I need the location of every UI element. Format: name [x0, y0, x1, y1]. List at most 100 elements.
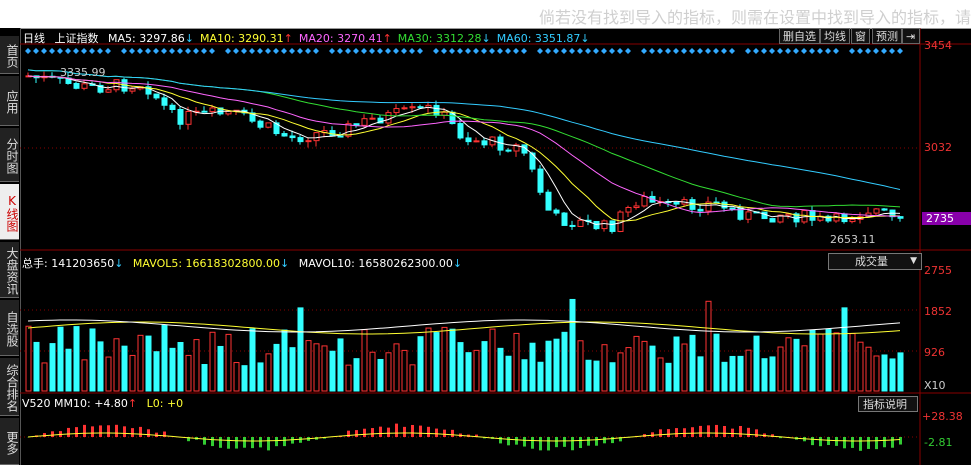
volume-bar [41, 362, 48, 392]
ma-line-0 [27, 75, 901, 226]
indicator-help-button[interactable]: 指标说明 [858, 396, 918, 412]
candle [161, 97, 168, 106]
signal-marker [169, 48, 175, 54]
exit-icon[interactable]: ⇥ [902, 28, 920, 44]
candle [745, 211, 752, 220]
candle [593, 221, 600, 230]
volume-bar [577, 340, 584, 392]
indicator-ma-line [27, 432, 901, 442]
sidebar-item-3[interactable]: K线图 [0, 184, 19, 240]
volume-bar [817, 333, 824, 392]
volume-bar [225, 333, 232, 392]
signal-marker [641, 48, 647, 54]
signal-marker [185, 48, 191, 54]
ma-label-1: MA10: 3290.31 [199, 32, 284, 45]
chevron-down-icon: ▼ [910, 256, 917, 266]
sidebar-item-4[interactable]: 大盘资讯 [0, 242, 19, 298]
ma-direction-3: ↓ [481, 32, 491, 45]
signal-marker [865, 48, 871, 54]
kline-chart[interactable] [20, 28, 971, 465]
indicator-bar [259, 437, 262, 448]
signal-marker [673, 48, 679, 54]
sidebar-item-0[interactable]: 首页 [0, 36, 19, 74]
volume-bar [353, 358, 360, 392]
indicator-bar [267, 437, 270, 451]
candle [625, 207, 632, 213]
signal-marker [281, 48, 287, 54]
kline-button-1[interactable]: 均线 [820, 28, 850, 44]
indicator-bar [539, 437, 542, 451]
candle [113, 79, 120, 91]
indicator-bar [571, 437, 574, 451]
mavol10-label: MAVOL10: 16580262300.00 [298, 257, 453, 270]
signal-marker [401, 48, 407, 54]
indicator-bar [523, 437, 526, 447]
sidebar-item-6[interactable]: 综合排名 [0, 358, 19, 416]
volume-bar [25, 325, 32, 392]
indicator-bar [683, 428, 686, 437]
kline-button-0[interactable]: 删自选 [779, 28, 820, 44]
banner-text: 倘若没有找到导入的指标，则需在设置中找到导入的指标，请 [538, 8, 971, 27]
volume-bar [609, 362, 616, 392]
sidebar-item-1[interactable]: 应用 [0, 76, 19, 126]
kline-button-2[interactable]: 窗 [851, 28, 870, 44]
candle [145, 86, 152, 95]
volume-multiplier: X10 [924, 379, 946, 392]
indicator-bar [475, 434, 478, 437]
indicator-bar [443, 429, 446, 437]
indicator-bar [291, 437, 294, 444]
kline-button-3[interactable]: 预测 [872, 28, 902, 44]
volume-bar [137, 334, 144, 392]
indicator-bar [115, 424, 118, 437]
indicator-bar [531, 437, 534, 449]
signal-marker [105, 48, 111, 54]
sidebar-item-5[interactable]: 自选股 [0, 300, 19, 356]
sidebar-item-7[interactable]: 更多 [0, 418, 19, 465]
volume-bar [49, 343, 56, 392]
period-label: 日线 [23, 32, 45, 45]
signal-marker [481, 48, 487, 54]
volume-bar [433, 332, 440, 392]
signal-marker [361, 48, 367, 54]
candle [305, 140, 312, 143]
indicator-bar [659, 429, 662, 437]
price-axis-label: 3032 [924, 141, 952, 154]
signal-marker [273, 48, 279, 54]
indicator-bar [75, 427, 78, 437]
indicator-bar [667, 429, 670, 437]
indicator-bar [363, 428, 366, 437]
signal-marker [537, 48, 543, 54]
candle [761, 211, 768, 220]
indicator-bar [547, 437, 550, 451]
indicator-bar [419, 425, 422, 437]
volume-axis-label: 2755 [924, 264, 952, 277]
sidebar-item-2[interactable]: 分时图 [0, 128, 19, 182]
volume-bar [153, 351, 160, 392]
volume-bar [617, 352, 624, 392]
ma-line-2 [27, 75, 901, 217]
signal-marker [49, 48, 55, 54]
signal-marker [801, 48, 807, 54]
volume-bar [625, 347, 632, 392]
volume-bar [873, 355, 880, 392]
volume-bar [113, 338, 120, 392]
volume-dropdown[interactable]: 成交量 ▼ [828, 253, 922, 270]
signal-marker [689, 48, 695, 54]
ma-label-4: MA60: 3351.87 [496, 32, 581, 45]
volume-bar [545, 340, 552, 392]
volume-bar [825, 328, 832, 392]
signal-marker [417, 48, 423, 54]
candle [289, 135, 296, 139]
volume-bar [673, 336, 680, 392]
candle [417, 106, 424, 109]
indicator-bar [555, 437, 558, 448]
candle [705, 201, 712, 212]
candle [97, 84, 104, 93]
candle [897, 216, 904, 219]
signal-marker [721, 48, 727, 54]
candle [481, 140, 488, 146]
volume-bar [409, 364, 416, 392]
candle [105, 89, 112, 93]
indicator-bar [163, 431, 166, 437]
volume-bar [881, 354, 888, 392]
